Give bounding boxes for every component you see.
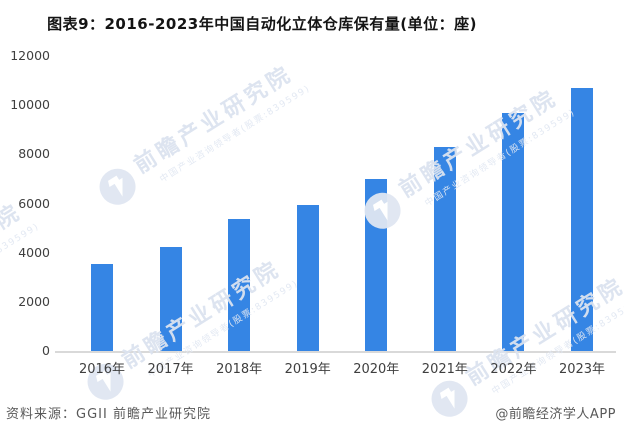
y-axis-tick-label: 12000 [10, 48, 50, 63]
bar-2019年 [296, 204, 319, 351]
y-axis-tick-label: 0 [42, 343, 50, 358]
y-axis-tick-label: 10000 [10, 97, 50, 113]
x-axis-tick-label: 2020年 [353, 362, 400, 377]
x-axis-tick-label: 2017年 [147, 362, 194, 377]
bar-2016年 [91, 263, 113, 351]
y-axis-tick-label: 8000 [18, 146, 50, 162]
x-axis-tick-label: 2022年 [490, 362, 537, 377]
y-axis-tick-label: 4000 [18, 244, 50, 260]
bar-2022年 [502, 112, 525, 351]
bar-2017年 [159, 246, 182, 351]
bar-2023年 [570, 87, 593, 351]
bar-2018年 [228, 219, 251, 351]
plot-area [55, 56, 616, 353]
brand-watermark: 前瞻产业研究院 中国产业咨询领导者(股票:839599) [0, 190, 41, 354]
y-axis-tick-label: 2000 [18, 293, 50, 309]
credit-note: @前瞻经济学人APP [495, 407, 616, 422]
x-axis-tick-label: 2018年 [216, 362, 263, 377]
chart-title: 图表9：2016-2023年中国自动化立体仓库保有量(单位：座) [47, 15, 477, 33]
y-axis-tick-label: 6000 [18, 195, 50, 211]
x-axis-tick-label: 2021年 [421, 362, 468, 377]
source-note: 资料来源：GGII 前瞻产业研究院 [6, 407, 211, 422]
qianzhan-logo-icon [431, 380, 468, 417]
bar-2021年 [433, 146, 456, 351]
bar-2020年 [365, 178, 388, 351]
x-axis-tick-label: 2023年 [558, 362, 606, 377]
x-axis-tick-label: 2016年 [78, 362, 126, 377]
x-axis-tick-label: 2019年 [284, 362, 331, 377]
